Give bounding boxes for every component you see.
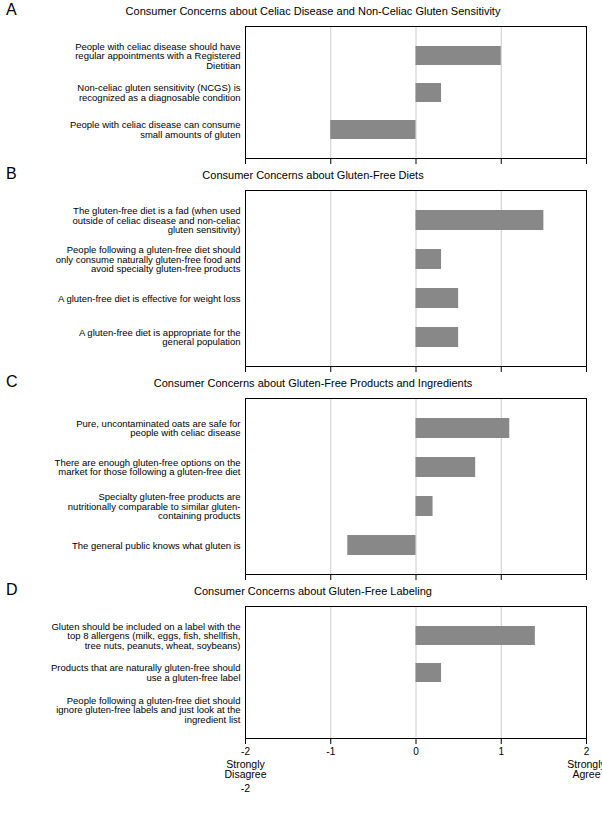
svg-text:1: 1 xyxy=(498,746,504,757)
svg-text:There are enough gluten-free o: There are enough gluten-free options on … xyxy=(55,457,241,478)
html-text:Consumer Concerns about Celiac: Consumer Concerns about Celiac Disease a… xyxy=(125,5,501,17)
svg-text:Products that are naturally gl: Products that are naturally gluten-free … xyxy=(51,662,241,683)
svg-text:People following a gluten-free: People following a gluten-free diet shou… xyxy=(56,244,241,274)
svg-text:StronglyAgree: StronglyAgree xyxy=(567,758,602,781)
svg-text:2: 2 xyxy=(584,746,590,757)
svg-text:StronglyDisagree: StronglyDisagree xyxy=(224,758,266,781)
html-text:B: B xyxy=(6,165,17,182)
svg-text:Specialty gluten-free products: Specialty gluten-free products arenutrit… xyxy=(68,491,241,521)
html-text:A: A xyxy=(6,1,17,18)
svg-text:The general public knows what: The general public knows what gluten is xyxy=(72,540,241,551)
svg-text:People with celiac disease sho: People with celiac disease should havere… xyxy=(75,41,240,71)
html-text:Consumer Concerns about Gluten: Consumer Concerns about Gluten-Free Labe… xyxy=(194,585,432,597)
svg-text:A gluten-free diet is effectiv: A gluten-free diet is effective for weig… xyxy=(58,293,241,304)
svg-text:0: 0 xyxy=(413,746,419,757)
svg-text:-2: -2 xyxy=(241,746,250,757)
svg-text:Gluten should be included on a: Gluten should be included on a label wit… xyxy=(51,621,240,651)
html-text:C: C xyxy=(6,373,18,390)
html-text:Consumer Concerns about Gluten: Consumer Concerns about Gluten-Free Prod… xyxy=(153,377,473,389)
svg-text:The gluten-free diet is a fad: The gluten-free diet is a fad (when used… xyxy=(73,205,241,235)
svg-text:Pure, uncontaminated oats are: Pure, uncontaminated oats are safe forpe… xyxy=(76,418,240,439)
svg-text:-2: -2 xyxy=(241,782,250,794)
html-text:Consumer Concerns about Gluten: Consumer Concerns about Gluten-Free Diet… xyxy=(202,169,424,181)
svg-text:-1: -1 xyxy=(326,746,335,757)
svg-text:People following a gluten-free: People following a gluten-free diet shou… xyxy=(56,695,241,725)
svg-text:Non-celiac gluten sensitivity: Non-celiac gluten sensitivity (NCGS) isr… xyxy=(77,82,240,103)
svg-text:People with celiac disease can: People with celiac disease can consumesm… xyxy=(70,119,241,140)
svg-text:A gluten-free diet is appropri: A gluten-free diet is appropriate for th… xyxy=(79,327,241,348)
html-text:D: D xyxy=(6,581,18,598)
